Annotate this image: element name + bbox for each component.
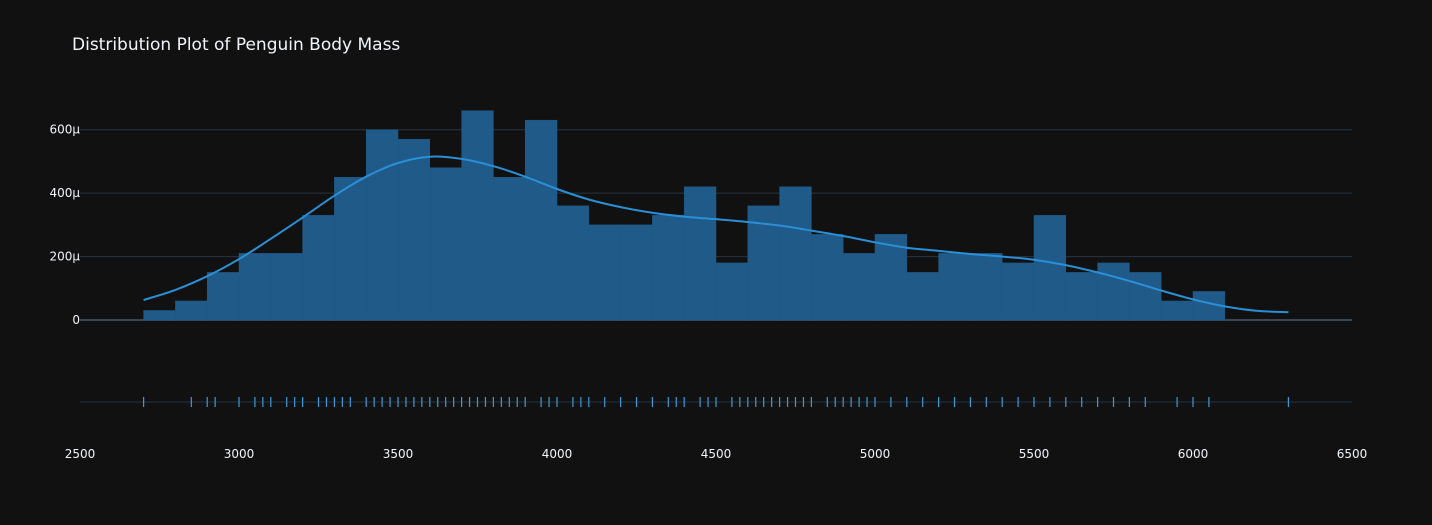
histogram-bar [1160, 300, 1194, 321]
histogram-bar [556, 205, 590, 321]
x-tick-label: 3500 [383, 447, 414, 461]
histogram-bar [1033, 215, 1067, 321]
histogram-bar [1001, 262, 1035, 321]
x-tick-label: 3000 [224, 447, 255, 461]
histogram-bar [206, 272, 240, 321]
y-tick-label: 600μ [49, 123, 80, 137]
x-tick-label: 6500 [1337, 447, 1368, 461]
histogram-bar [842, 253, 876, 321]
y-tick-labels: 0 200μ 400μ 600μ [49, 123, 80, 327]
histogram-bar [365, 129, 399, 321]
histogram-bar [334, 177, 367, 321]
x-tick-labels: 2500 3000 3500 4000 4500 5000 5500 6000 6500 [65, 447, 1368, 461]
histogram-bar [620, 224, 653, 321]
histogram-bar [524, 119, 558, 321]
kde-curve-group [143, 155, 1289, 314]
kde-line [143, 155, 1289, 314]
histogram-bar [1129, 272, 1162, 321]
histogram-bar [588, 224, 621, 321]
histogram-bar [302, 215, 335, 321]
histogram-bar [238, 253, 272, 321]
histogram-bar [683, 186, 717, 321]
histogram-bar [270, 253, 303, 321]
x-tick-label: 4500 [701, 447, 732, 461]
histogram-bar [970, 253, 1003, 321]
histogram-bar [811, 234, 844, 321]
histogram-bar [1065, 272, 1098, 321]
rug-plot [80, 397, 1352, 407]
histogram-bar [715, 262, 749, 321]
histogram-bar [143, 310, 176, 321]
histogram-bar [175, 300, 208, 321]
histogram-bar [461, 110, 494, 321]
histogram-bar [938, 253, 971, 321]
histogram-bar [906, 272, 939, 321]
histogram-bars [143, 110, 1226, 321]
histogram-bar [1097, 262, 1130, 321]
histogram-bar [652, 215, 685, 321]
x-tick-label: 5500 [1019, 447, 1050, 461]
histogram-bar [429, 167, 462, 321]
histogram-bar [779, 186, 812, 321]
y-tick-label: 400μ [49, 186, 80, 200]
x-tick-label: 4000 [542, 447, 573, 461]
y-tick-label: 200μ [49, 250, 80, 264]
histogram-bar [493, 177, 526, 321]
y-tick-label: 0 [72, 313, 80, 327]
x-tick-label: 6000 [1178, 447, 1209, 461]
histogram-bar [397, 138, 431, 321]
x-tick-label: 2500 [65, 447, 96, 461]
chart-title: Distribution Plot of Penguin Body Mass [72, 35, 400, 55]
x-tick-label: 5000 [860, 447, 891, 461]
